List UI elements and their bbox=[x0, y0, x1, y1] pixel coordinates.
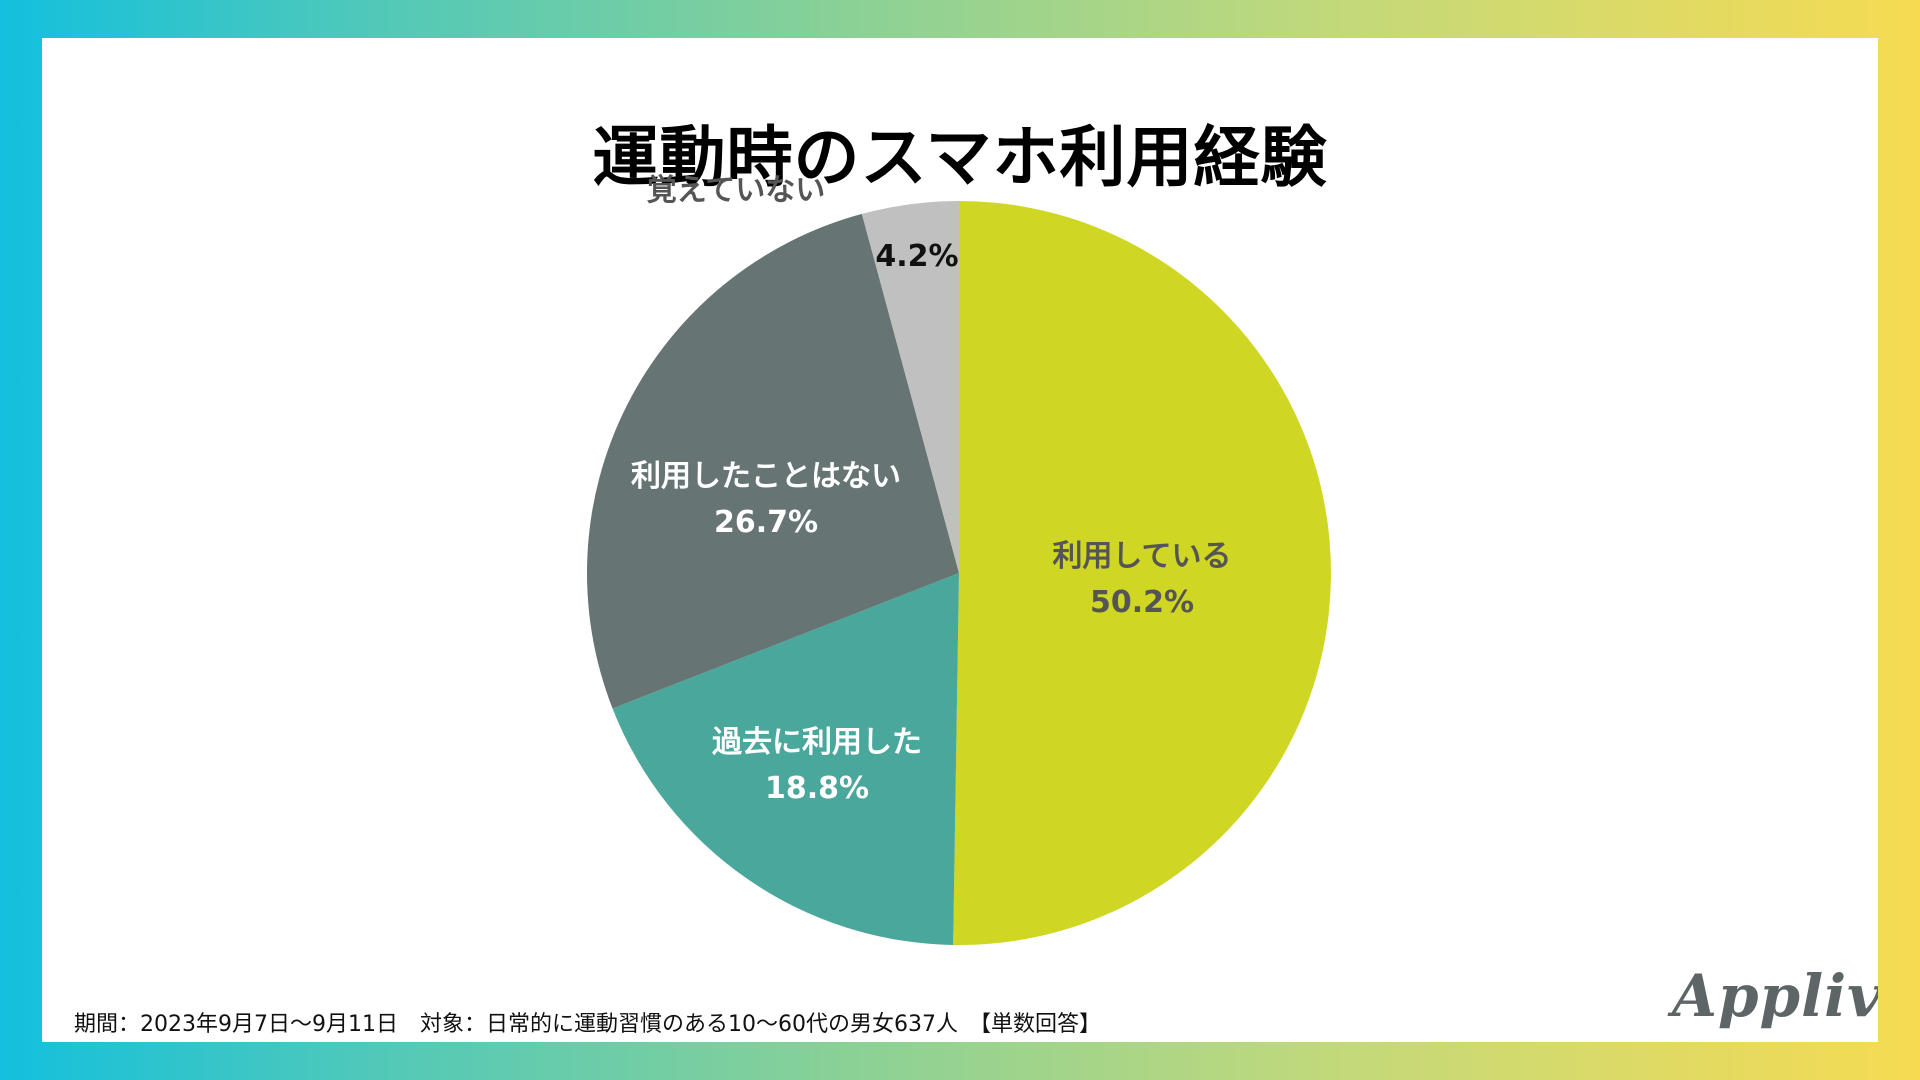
slice-label-2: 過去に利用した bbox=[712, 725, 922, 760]
slice-value-4: 4.2% bbox=[875, 239, 958, 274]
pie-slice-1 bbox=[953, 201, 1331, 945]
pie-slice-2 bbox=[612, 573, 959, 945]
chart-title: 運動時のスマホ利用経験 bbox=[592, 119, 1328, 196]
appliv-logo: Appliv bbox=[1672, 962, 1878, 1030]
slice-label-4: 覚えていない bbox=[647, 173, 826, 208]
pie-chart: 利用している 50.2% 過去に利用した 18.8% 利用したことはない 26.7% 覚えて… bbox=[587, 173, 1331, 945]
pie-slice-3 bbox=[587, 213, 959, 709]
slice-value-1: 50.2% bbox=[1090, 585, 1194, 620]
slice-value-3: 26.7% bbox=[714, 505, 818, 540]
slice-value-2: 18.8% bbox=[765, 771, 869, 806]
slice-label-3: 利用したことはない bbox=[631, 459, 901, 494]
survey-footnote: 期間：2023年9月7日〜9月11日 対象：日常的に運動習慣のある10〜60代の… bbox=[74, 1012, 1101, 1037]
slice-label-1: 利用している bbox=[1052, 539, 1231, 574]
chart-panel: 運動時のスマホ利用経験 利用している 50.2% 過去に利用した 18.8% 利用したこ… bbox=[42, 38, 1878, 1042]
pie-slice-4 bbox=[861, 201, 959, 573]
